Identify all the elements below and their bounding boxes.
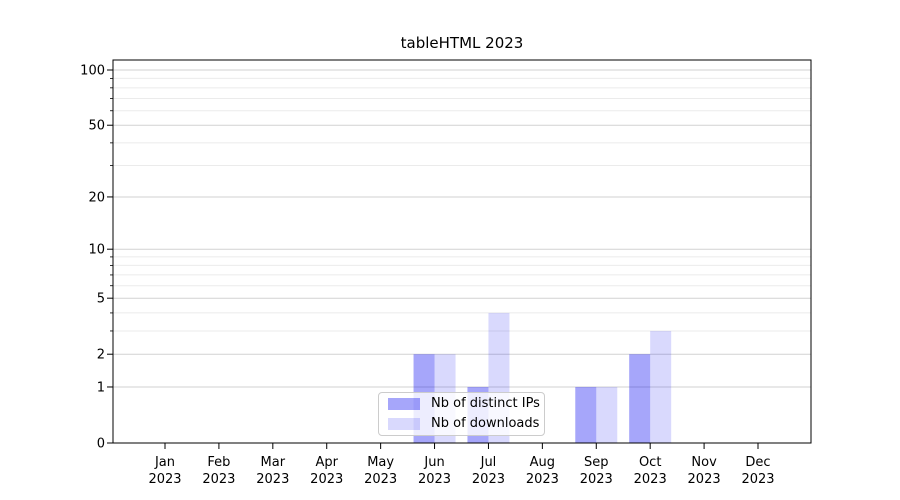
x-tick-label-month: Sep: [584, 455, 609, 470]
legend-entry-distinct-ips: Nb of distinct IPs: [388, 397, 540, 411]
y-tick-label: 50: [88, 119, 105, 134]
x-tick-label-month: Oct: [639, 455, 661, 470]
bar-sep-distinct-ips: [575, 386, 597, 443]
plot-border: [112, 59, 812, 444]
chart-title: tableHTML 2023: [400, 34, 524, 52]
x-tick-label-year: 2023: [256, 472, 289, 487]
y-tick-label: 2: [97, 348, 105, 363]
x-tick-label-month: Jun: [423, 455, 444, 470]
bar-oct-distinct-ips: [629, 354, 651, 443]
x-tick-label-month: Dec: [745, 455, 770, 470]
y-tick-label: 10: [88, 243, 105, 258]
bar-sep-downloads: [596, 386, 618, 443]
x-tick-label-month: May: [367, 455, 394, 470]
x-tick-label-year: 2023: [526, 472, 559, 487]
x-tick-label-year: 2023: [148, 472, 181, 487]
x-tick-label-year: 2023: [741, 472, 774, 487]
y-tick-label: 100: [80, 64, 105, 79]
legend: Nb of distinct IPs Nb of downloads: [378, 392, 545, 436]
x-tick-label-year: 2023: [688, 472, 721, 487]
x-tick-label-year: 2023: [310, 472, 343, 487]
x-tick-label-year: 2023: [634, 472, 667, 487]
y-tick-label: 1: [97, 380, 105, 395]
legend-swatch-distinct-ips: [388, 398, 420, 410]
legend-entry-downloads: Nb of downloads: [388, 417, 539, 431]
x-tick-label-month: Aug: [530, 455, 555, 470]
legend-swatch-downloads: [388, 418, 420, 430]
x-tick-label-month: Jan: [154, 455, 175, 470]
legend-label-downloads: Nb of downloads: [431, 416, 540, 431]
x-tick-label-year: 2023: [202, 472, 235, 487]
x-tick-label-month: Nov: [691, 455, 717, 470]
bar-oct-downloads: [650, 330, 672, 443]
x-tick-label-month: Mar: [261, 455, 286, 470]
x-tick-label-month: Jul: [480, 455, 497, 470]
y-tick-label: 0: [97, 437, 105, 452]
x-tick-label-month: Apr: [315, 455, 338, 470]
legend-label-distinct-ips: Nb of distinct IPs: [431, 396, 540, 411]
x-tick-label-year: 2023: [418, 472, 451, 487]
x-tick-label-year: 2023: [580, 472, 613, 487]
x-tick-label-year: 2023: [364, 472, 397, 487]
x-tick-label-month: Feb: [207, 455, 230, 470]
x-tick-label-year: 2023: [472, 472, 505, 487]
y-tick-label: 20: [88, 190, 105, 205]
y-tick-label: 5: [97, 292, 105, 307]
